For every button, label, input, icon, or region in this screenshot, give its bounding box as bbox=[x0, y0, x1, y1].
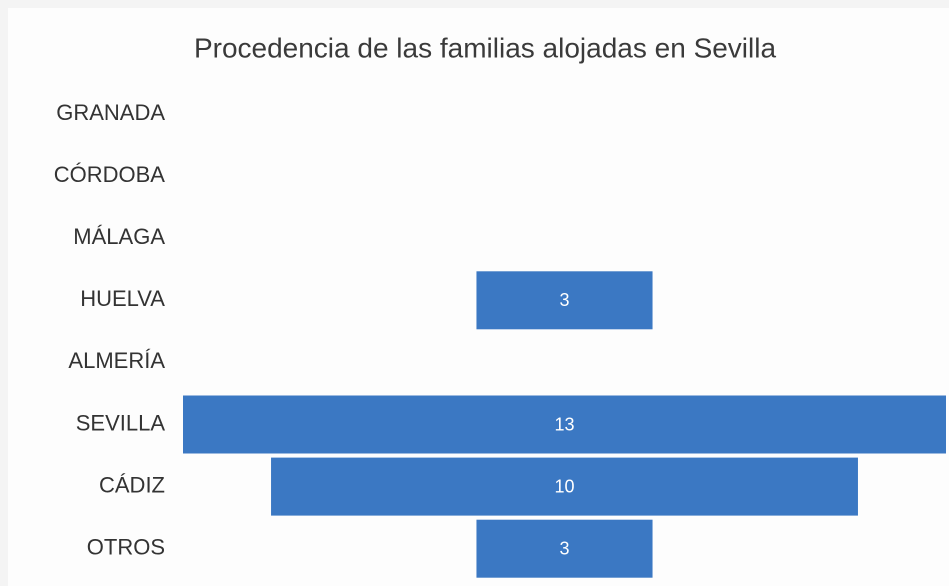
bar bbox=[183, 395, 946, 454]
chart-title: Procedencia de las familias alojadas en … bbox=[194, 32, 777, 63]
bar bbox=[271, 457, 858, 516]
category-label: HUELVA bbox=[80, 286, 165, 311]
bar-value-label: 3 bbox=[559, 538, 569, 558]
category-label: MÁLAGA bbox=[73, 224, 165, 249]
bar-value-label: 3 bbox=[559, 290, 569, 310]
bar bbox=[476, 271, 653, 330]
bar-value-label: 13 bbox=[554, 414, 574, 434]
category-label: SEVILLA bbox=[76, 410, 166, 435]
category-label: GRANADA bbox=[56, 100, 165, 125]
category-label: ALMERÍA bbox=[68, 348, 165, 373]
category-label: OTROS bbox=[87, 535, 165, 560]
category-label: CÁDIZ bbox=[99, 472, 165, 497]
bar-value-label: 10 bbox=[554, 476, 574, 496]
bar bbox=[476, 519, 653, 578]
category-label: CÓRDOBA bbox=[54, 162, 166, 187]
